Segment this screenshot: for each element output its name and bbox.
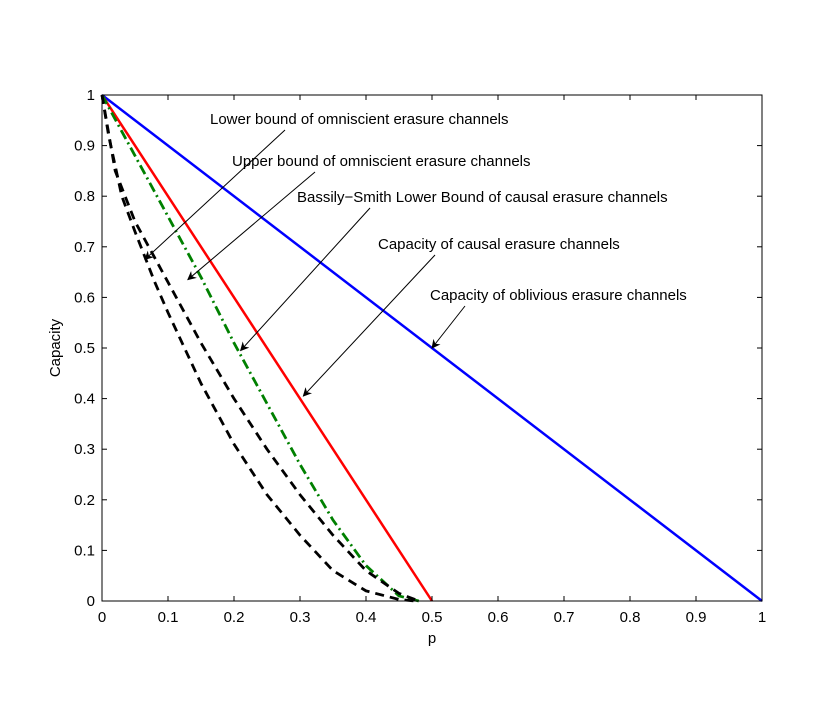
y-tick-label: 0.6 — [74, 289, 95, 306]
y-tick-label: 0.5 — [74, 340, 95, 357]
y-tick-label: 0 — [87, 593, 95, 610]
x-tick-label: 0.1 — [158, 609, 179, 626]
annotation-label: Upper bound of omniscient erasure channe… — [232, 153, 531, 170]
y-tick-label: 1 — [87, 87, 95, 104]
annotation-arrow — [302, 254, 436, 397]
x-tick-label: 0.3 — [290, 609, 311, 626]
annotation-label: Lower bound of omniscient erasure channe… — [210, 111, 509, 128]
x-tick-label: 0.4 — [356, 609, 377, 626]
y-tick-label: 0.9 — [74, 138, 95, 155]
tick-layer: 0 0.1 0.2 0.3 0.4 0.5 0.6 0.7 0.8 0.9 1 0 0.1 0.2 0.3 0… — [74, 87, 766, 626]
y-tick-label: 0.1 — [74, 542, 95, 559]
annotation-arrow — [187, 171, 316, 281]
y-tick-label: 0.2 — [74, 492, 95, 509]
y-tick-label: 0.4 — [74, 391, 95, 408]
annotation-arrow — [431, 305, 466, 349]
x-tick-label: 0.7 — [554, 609, 575, 626]
x-tick-label: 0.2 — [224, 609, 245, 626]
y-axis-label: Capacity — [47, 318, 64, 377]
y-tick-label: 0.7 — [74, 239, 95, 256]
annotation-label: Bassily−Smith Lower Bound of causal eras… — [297, 189, 668, 206]
series-line-3 — [100, 94, 420, 603]
x-tick-label: 0.6 — [488, 609, 509, 626]
annotation-arrow — [239, 207, 371, 352]
x-tick-label: 0 — [98, 609, 106, 626]
annotation-layer: Lower bound of omniscient erasure channe… — [144, 111, 687, 397]
x-tick-label: 0.5 — [422, 609, 443, 626]
series-line-4 — [100, 94, 416, 603]
y-tick-label: 0.8 — [74, 188, 95, 205]
annotation-label: Capacity of causal erasure channels — [378, 236, 620, 253]
x-axis-label: p — [428, 630, 436, 647]
x-tick-label: 1 — [758, 609, 766, 626]
annotation-arrow — [144, 129, 286, 261]
x-tick-label: 0.8 — [620, 609, 641, 626]
y-tick-label: 0.3 — [74, 441, 95, 458]
x-tick-label: 0.9 — [686, 609, 707, 626]
series-line-2 — [100, 94, 420, 603]
series-line-1 — [100, 94, 434, 602]
annotation-label: Capacity of oblivious erasure channels — [430, 287, 687, 304]
